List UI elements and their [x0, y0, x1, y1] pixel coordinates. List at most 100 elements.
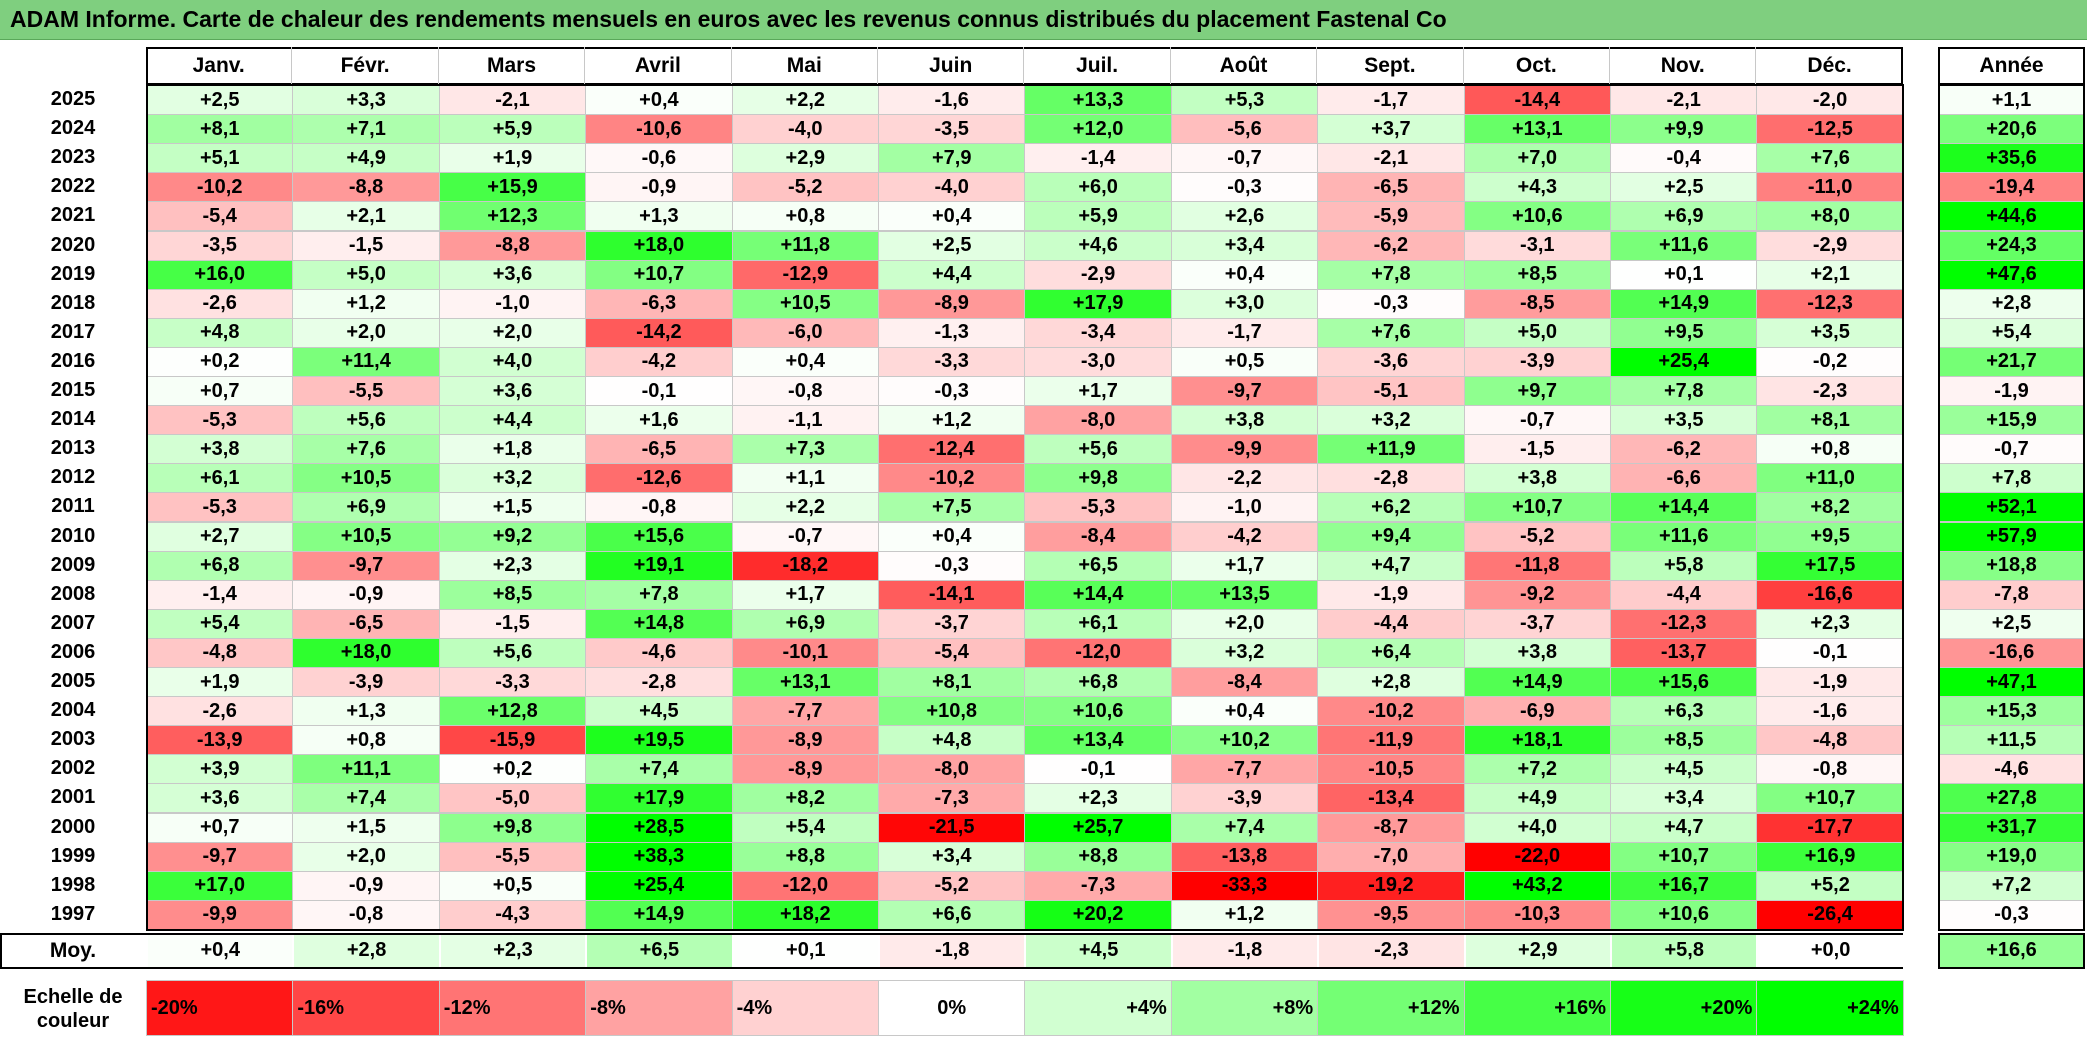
heatmap-cell: +7,8	[1610, 376, 1758, 407]
heatmap-cell: +13,3	[1024, 85, 1172, 116]
heatmap-cell: -7,0	[1317, 841, 1465, 872]
heatmap-cell: -6,5	[1317, 172, 1465, 203]
heatmap-cell: +5,0	[292, 259, 440, 290]
year-label: 2004	[50, 699, 96, 722]
heatmap-cell: -0,7	[1170, 143, 1319, 174]
heatmap-cell: +6,6	[878, 899, 1026, 930]
heatmap-cell: +12,3	[438, 201, 587, 232]
heatmap-cell: +12,0	[1024, 114, 1172, 145]
color-scale-swatch: +4%	[1024, 980, 1172, 1036]
heatmap-cell: -13,7	[1610, 637, 1758, 668]
average-cell: +5,8	[1612, 934, 1757, 967]
heatmap-cell: +4,0	[1463, 812, 1611, 843]
heatmap-cell: +6,5	[1024, 550, 1172, 581]
average-cell: +2,3	[440, 934, 586, 967]
color-scale-label-line1: Echelle de	[23, 985, 123, 1008]
heatmap-cell: -3,9	[292, 667, 440, 698]
heatmap-cell: -2,9	[1024, 259, 1172, 290]
heatmap-cell: -3,9	[1463, 346, 1611, 377]
heatmap-cell: +3,9	[146, 754, 294, 785]
year-label: 1999	[50, 844, 96, 867]
heatmap-cell: -0,2	[1756, 346, 1904, 377]
heatmap-cell: -0,1	[585, 376, 733, 407]
annual-cell: -0,3	[1938, 899, 2085, 930]
heatmap-cell: +5,0	[1463, 317, 1611, 348]
heatmap-cell: +9,5	[1756, 521, 1904, 552]
heatmap-cell: -7,3	[1024, 870, 1172, 901]
heatmap-cell: +5,9	[1024, 201, 1172, 232]
year-label: 1997	[50, 902, 96, 925]
heatmap-cell: +7,6	[1756, 143, 1904, 174]
year-label: 2024	[50, 117, 96, 140]
heatmap-cell: -0,3	[878, 550, 1026, 581]
heatmap-cell: +0,4	[585, 85, 733, 116]
heatmap-cell: +7,3	[731, 434, 879, 465]
year-label: 2016	[50, 349, 96, 372]
heatmap-cell: -11,9	[1317, 725, 1465, 756]
heatmap-cell: -1,6	[878, 85, 1026, 116]
heatmap-cell: +7,4	[1170, 812, 1319, 843]
heatmap-cell: -22,0	[1463, 841, 1611, 872]
heatmap-cell: +3,8	[146, 434, 294, 465]
annual-header: Année	[1938, 47, 2085, 85]
annual-cell: -1,9	[1938, 376, 2085, 407]
year-label: 2025	[50, 88, 96, 111]
heatmap-cell: +0,8	[731, 201, 879, 232]
heatmap-cell: +0,4	[878, 201, 1026, 232]
heatmap-cell: -26,4	[1756, 899, 1904, 930]
heatmap-cell: +8,1	[146, 114, 294, 145]
annual-cell: +47,6	[1938, 259, 2085, 290]
heatmap-cell: +11,9	[1317, 434, 1465, 465]
heatmap-cell: -19,2	[1317, 870, 1465, 901]
heatmap-cell: +16,9	[1756, 841, 1904, 872]
annual-cell: +31,7	[1938, 812, 2085, 843]
heatmap-cell: +8,1	[878, 667, 1026, 698]
heatmap-cell: -10,2	[1317, 696, 1465, 727]
heatmap-cell: -8,0	[1024, 405, 1172, 436]
heatmap-cell: -1,1	[731, 405, 879, 436]
heatmap-cell: +5,9	[438, 114, 587, 145]
annual-cell: +15,3	[1938, 696, 2085, 727]
heatmap-cell: +0,4	[878, 521, 1026, 552]
heatmap-cell: +2,9	[731, 143, 879, 174]
heatmap-cell: +1,9	[438, 143, 587, 174]
heatmap-cell: +8,1	[1756, 405, 1904, 436]
heatmap-cell: +5,1	[146, 143, 294, 174]
heatmap-cell: -4,0	[878, 172, 1026, 203]
heatmap-cell: -21,5	[878, 812, 1026, 843]
annual-cell: +18,8	[1938, 550, 2085, 581]
heatmap-cell: +5,8	[1610, 550, 1758, 581]
average-cell: +0,1	[733, 934, 878, 967]
heatmap-cell: -4,2	[585, 346, 733, 377]
heatmap-cell: +4,8	[878, 725, 1026, 756]
year-label: 2017	[50, 320, 96, 343]
heatmap-cell: +2,2	[731, 85, 879, 116]
annual-cell: +19,0	[1938, 841, 2085, 872]
heatmap-cell: -3,5	[146, 230, 294, 261]
annual-cell: +7,8	[1938, 463, 2085, 494]
heatmap-cell: -10,6	[585, 114, 733, 145]
heatmap-cell: -4,4	[1610, 579, 1758, 610]
heatmap-cell: +13,4	[1024, 725, 1172, 756]
annual-cell: -0,7	[1938, 434, 2085, 465]
heatmap-cell: +1,5	[292, 812, 440, 843]
year-label: 1998	[50, 873, 96, 896]
annual-cell: +21,7	[1938, 346, 2085, 377]
heatmap-cell: +2,0	[1170, 608, 1319, 639]
heatmap-cell: +1,7	[1024, 376, 1172, 407]
heatmap-cell: +25,4	[1610, 346, 1758, 377]
heatmap-cell: +1,2	[292, 288, 440, 319]
heatmap-cell: +8,5	[438, 579, 587, 610]
year-label: 2007	[50, 611, 96, 634]
page-title: ADAM Informe. Carte de chaleur des rende…	[10, 6, 1447, 32]
heatmap-cell: -13,9	[146, 725, 294, 756]
heatmap-cell: +6,1	[146, 463, 294, 494]
annual-cell: -16,6	[1938, 637, 2085, 668]
heatmap-cell: +14,9	[1463, 667, 1611, 698]
heatmap-cell: +1,5	[438, 492, 587, 523]
heatmap-cell: +38,3	[585, 841, 733, 872]
average-cell: -1,8	[880, 934, 1025, 967]
color-scale-swatch: -20%	[146, 980, 294, 1036]
color-scale-label: Echelle de couleur	[0, 980, 146, 1037]
year-label: 2023	[50, 146, 96, 169]
